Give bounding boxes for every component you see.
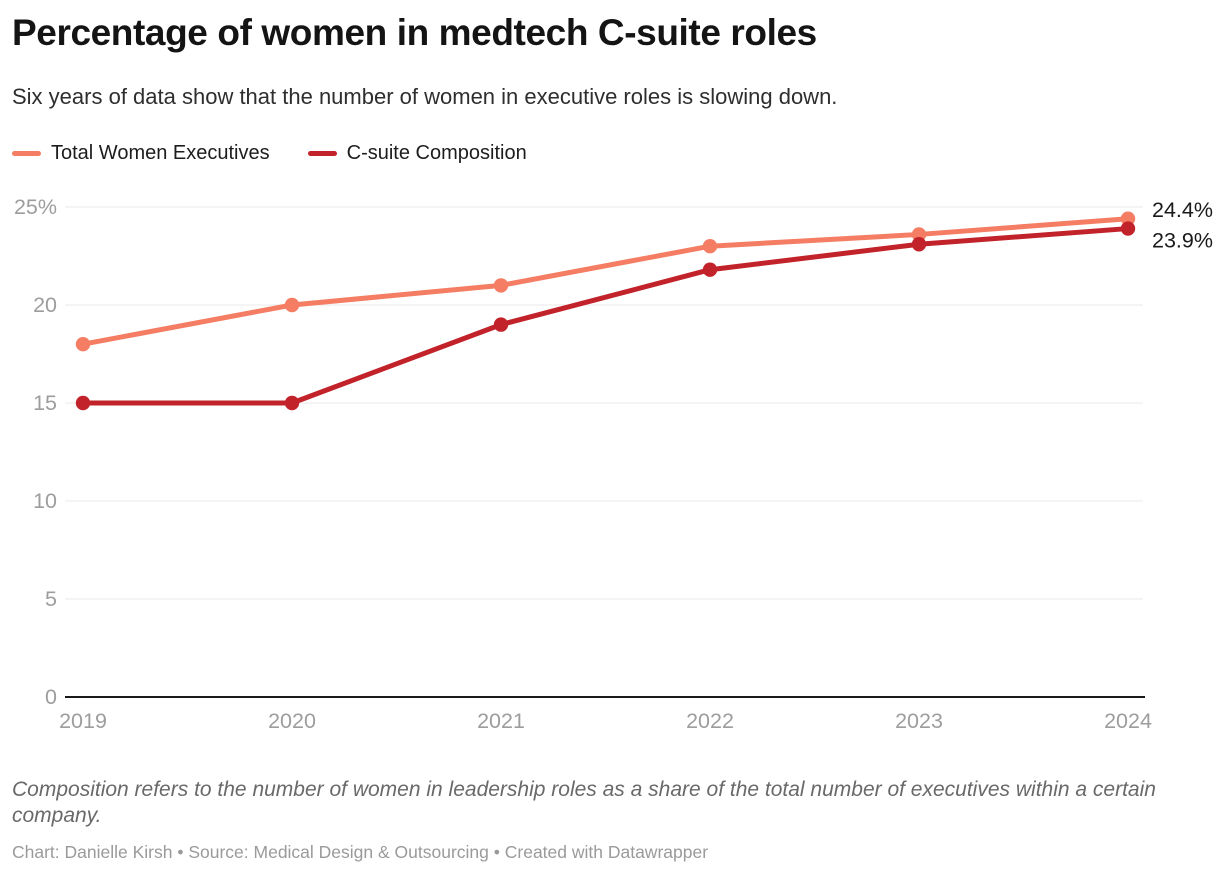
legend-label: Total Women Executives: [51, 142, 270, 164]
series-point: [284, 297, 300, 313]
legend-swatch: [307, 151, 337, 156]
x-axis-tick-label: 2021: [477, 709, 525, 733]
chart-legend: Total Women Executives C-suite Compositi…: [12, 142, 527, 165]
series-line: [80, 226, 1131, 406]
series-point: [1120, 221, 1136, 236]
y-axis-tick-label: 10: [33, 489, 57, 513]
series-point: [702, 239, 718, 254]
line-chart: 0 5 10 15 20 25% 2019 2020 2021 2022 2023 2024 24.4%…: [14, 195, 1213, 733]
series-point: [75, 337, 91, 352]
series-point: [284, 395, 300, 411]
y-axis-tick-label: 25%: [14, 195, 57, 219]
legend-item-c-suite-composition: C-suite Composition: [307, 142, 527, 165]
x-axis-tick-label: 2019: [59, 709, 107, 733]
x-axis-tick-label: 2022: [686, 709, 734, 733]
chart-footnote: Composition refers to the number of wome…: [12, 778, 1156, 828]
legend-item-total-women-executives: Total Women Executives: [12, 142, 270, 165]
y-axis-tick-label: 15: [33, 391, 57, 415]
end-value-label: 24.4%: [1152, 198, 1213, 222]
x-axis-tick-label: 2023: [895, 709, 943, 733]
legend-label: C-suite Composition: [346, 142, 527, 164]
end-value-label: 23.9%: [1152, 229, 1213, 253]
x-axis-tick-label: 2024: [1104, 709, 1152, 733]
series-point: [702, 262, 718, 277]
chart-title: Percentage of women in medtech C-suite r…: [12, 12, 817, 53]
y-axis-tick-label: 0: [45, 685, 57, 709]
series-point: [493, 278, 509, 293]
series-point: [75, 395, 91, 411]
chart-credit: Chart: Danielle Kirsh • Source: Medical …: [12, 842, 709, 862]
y-axis-tick-label: 20: [33, 293, 57, 317]
y-axis-tick-label: 5: [45, 587, 57, 611]
series-point: [911, 237, 927, 252]
series-point: [493, 317, 509, 332]
chart-subtitle: Six years of data show that the number o…: [12, 84, 838, 109]
x-axis-tick-label: 2020: [268, 709, 316, 733]
legend-swatch: [12, 151, 41, 156]
series-line: [80, 216, 1131, 347]
